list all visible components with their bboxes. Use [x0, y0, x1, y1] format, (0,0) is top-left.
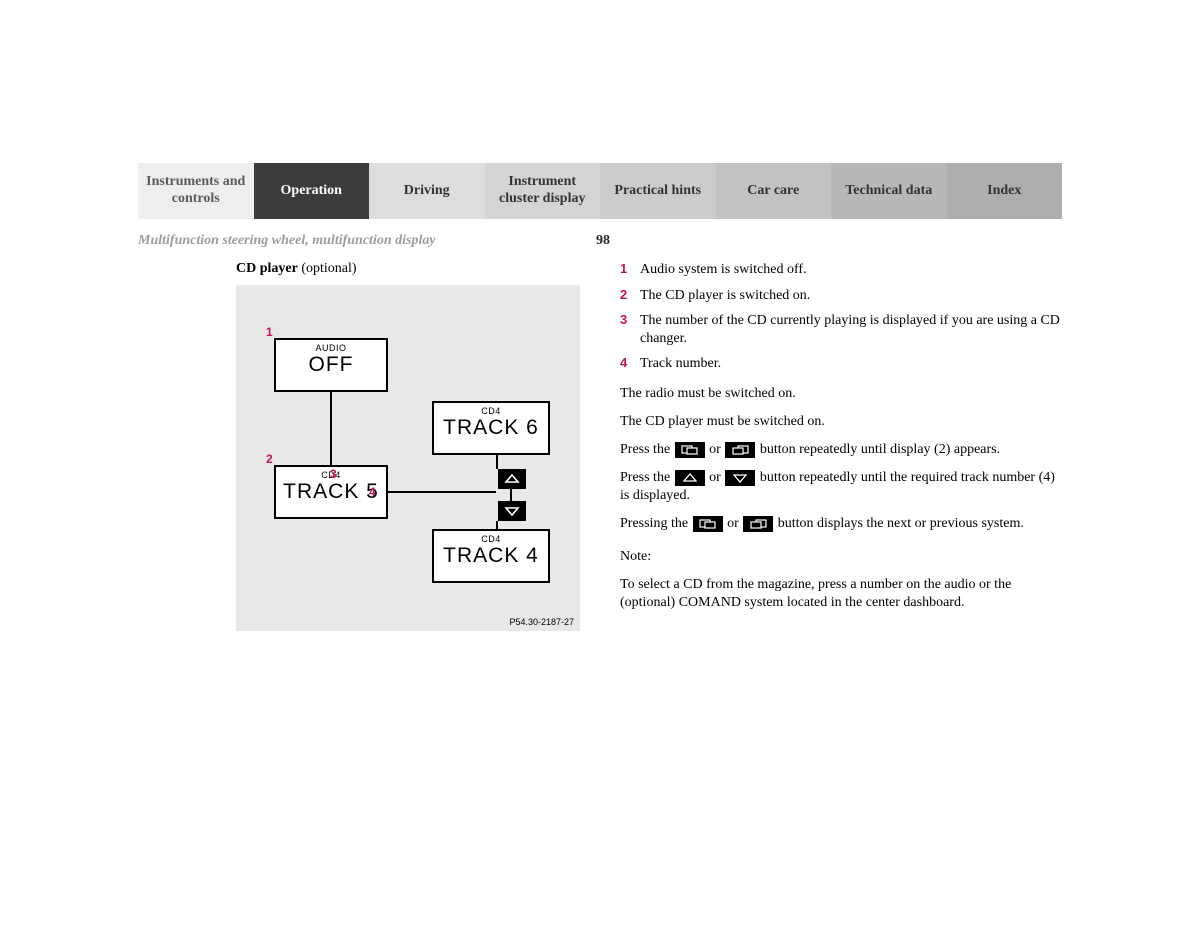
display-box-big: OFF: [276, 353, 386, 377]
body-paragraph: Pressing the or button displays the next…: [620, 515, 1062, 533]
tab-practical-hints[interactable]: Practical hints: [600, 163, 716, 219]
legend-item: 1Audio system is switched off.: [620, 261, 1062, 279]
description-column: 1Audio system is switched off.2The CD pl…: [600, 261, 1062, 631]
screen-left-icon: [675, 442, 705, 458]
legend-item: 3The number of the CD currently playing …: [620, 312, 1062, 347]
legend-item: 2The CD player is switched on.: [620, 287, 1062, 305]
page-number: 98: [596, 233, 610, 249]
cd-player-diagram: P54.30-2187-27 AUDIOOFFCD4TRACK 5CD4TRAC…: [236, 285, 580, 631]
section-title: Multifunction steering wheel, multifunct…: [138, 233, 436, 249]
tab-instruments-and-controls[interactable]: Instruments and controls: [138, 163, 254, 219]
legend-text: The CD player is switched on.: [640, 287, 1062, 305]
arrow-down-icon: [498, 501, 526, 521]
display-box-small: CD4: [434, 534, 548, 544]
display-box-small: AUDIO: [276, 343, 386, 353]
body-paragraph: The radio must be switched on.: [620, 385, 1062, 403]
connector-line: [496, 455, 498, 469]
screen-left-icon: [693, 516, 723, 532]
callout-number: 2: [266, 452, 273, 466]
caption-bold: CD player: [236, 261, 298, 276]
tab-operation[interactable]: Operation: [254, 163, 370, 219]
display-box-big: TRACK 6: [434, 416, 548, 440]
legend-number: 4: [620, 355, 640, 373]
figure-caption: CD player (optional): [236, 261, 600, 277]
legend-text: The number of the CD currently playing i…: [640, 312, 1062, 347]
display-box-small: CD4: [434, 406, 548, 416]
display-box-track4: CD4TRACK 4: [432, 529, 550, 583]
display-box-big: TRACK 4: [434, 544, 548, 568]
connector-line: [388, 491, 496, 493]
arrow-down-icon: [725, 470, 755, 486]
body-paragraph: Press the or button repeatedly until the…: [620, 469, 1062, 505]
note-text: To select a CD from the magazine, press …: [620, 576, 1062, 612]
screen-right-icon: [743, 516, 773, 532]
legend-number: 2: [620, 287, 640, 305]
note-label: Note:: [620, 548, 1062, 566]
callout-number: 3: [330, 467, 337, 481]
tab-technical-data[interactable]: Technical data: [831, 163, 947, 219]
connector-line: [496, 521, 498, 529]
callout-number: 1: [266, 325, 273, 339]
tab-index[interactable]: Index: [947, 163, 1063, 219]
body-paragraph: The CD player must be switched on.: [620, 413, 1062, 431]
arrow-up-icon: [675, 470, 705, 486]
body-paragraph: Press the or button repeatedly until dis…: [620, 441, 1062, 459]
legend-item: 4Track number.: [620, 355, 1062, 373]
tab-bar: Instruments and controlsOperationDriving…: [138, 163, 1062, 219]
caption-rest: (optional): [298, 261, 357, 276]
section-subheader: Multifunction steering wheel, multifunct…: [138, 233, 1062, 249]
legend-number: 1: [620, 261, 640, 279]
callout-number: 4: [369, 485, 376, 499]
figure-reference: P54.30-2187-27: [509, 617, 574, 627]
tab-instrument-cluster-display[interactable]: Instrument cluster display: [485, 163, 601, 219]
legend-number: 3: [620, 312, 640, 347]
connector-line: [330, 392, 332, 465]
screen-right-icon: [725, 442, 755, 458]
tab-driving[interactable]: Driving: [369, 163, 485, 219]
legend-text: Audio system is switched off.: [640, 261, 1062, 279]
tab-car-care[interactable]: Car care: [716, 163, 832, 219]
legend-text: Track number.: [640, 355, 1062, 373]
connector-line: [510, 489, 512, 501]
display-box-audio_off: AUDIOOFF: [274, 338, 388, 392]
arrow-up-icon: [498, 469, 526, 489]
display-box-track6: CD4TRACK 6: [432, 401, 550, 455]
